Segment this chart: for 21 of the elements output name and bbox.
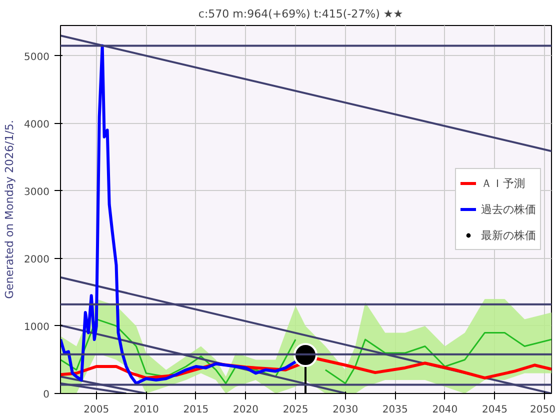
x-tick-label: 2005 <box>84 404 110 416</box>
y-tick-label: 3000 <box>24 186 50 198</box>
x-tick-label: 2015 <box>183 404 209 416</box>
x-tick-label: 2010 <box>133 404 159 416</box>
legend-label: 過去の株価 <box>481 202 536 216</box>
x-tick-label: 2050 <box>530 404 556 416</box>
y-tick-label: 1000 <box>24 322 50 333</box>
y-axis-title: Generated on Monday 2026/1/5. <box>3 120 16 299</box>
y-tick-label: 5000 <box>24 52 50 63</box>
x-tick-label: 2035 <box>382 404 408 416</box>
legend-label: 最新の株価 <box>481 228 536 242</box>
y-tick-label: 4000 <box>24 119 50 130</box>
x-tick-label: 2040 <box>432 404 458 416</box>
legend-label: ＡＩ予測 <box>481 176 525 190</box>
chart-title: c:570 m:964(+69%) t:415(-27%) ★★ <box>198 8 404 20</box>
y-tick-label: 0 <box>43 390 50 400</box>
x-tick-label: 2025 <box>282 404 308 416</box>
x-tick-label: 2030 <box>332 404 358 416</box>
x-tick-label: 2020 <box>233 404 258 416</box>
x-tick-label: 2045 <box>482 404 508 416</box>
y-tick-label: 2000 <box>24 254 50 266</box>
